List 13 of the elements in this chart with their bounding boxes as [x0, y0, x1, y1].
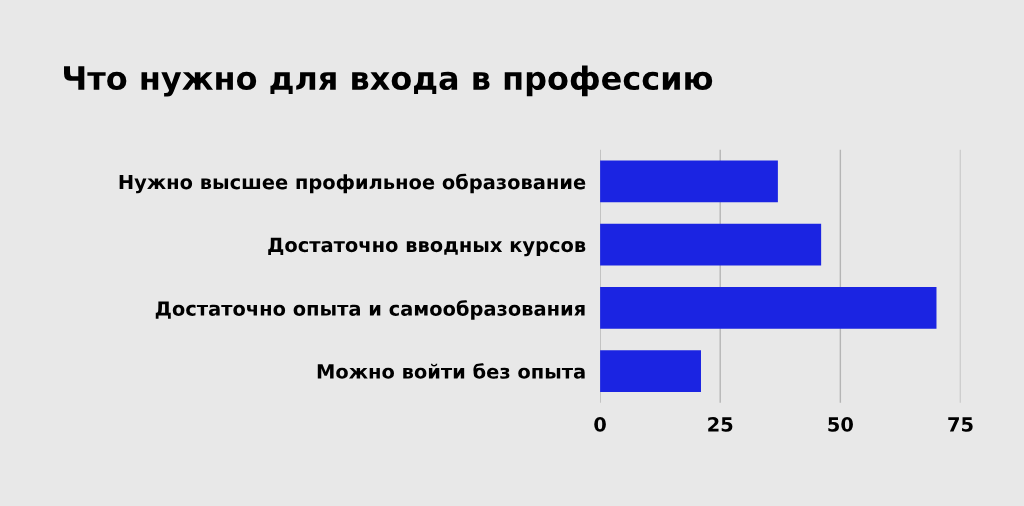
y-tick-label: Достаточно вводных курсов: [268, 237, 586, 257]
y-tick-label: Нужно высшее профильное образование: [119, 173, 586, 194]
chart-title: Что нужно для входа в профессию: [64, 65, 713, 97]
x-tick-label: 50: [828, 417, 853, 432]
bar: [600, 350, 701, 393]
x-tick-label: 0: [594, 417, 606, 432]
y-tick-label: Достаточно опыта и самообразования: [155, 300, 585, 320]
bar: [600, 223, 822, 266]
x-tick-label: 75: [948, 417, 973, 432]
y-tick-label: Можно войти без опыта: [317, 363, 585, 379]
bar: [600, 160, 778, 203]
bar: [600, 287, 937, 329]
x-tick-label: 25: [708, 417, 733, 432]
